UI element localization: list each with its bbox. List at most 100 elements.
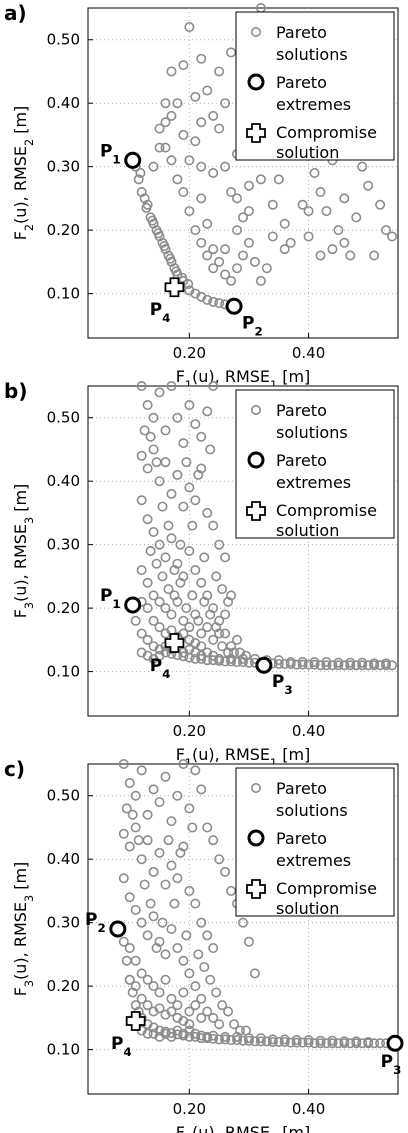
- data-point: [184, 545, 195, 556]
- data-point: [163, 584, 174, 595]
- data-point: [255, 275, 266, 286]
- data-point: [184, 885, 195, 896]
- x-tick-label: 0.20: [173, 1100, 206, 1118]
- data-point: [291, 659, 302, 670]
- data-point: [214, 123, 225, 134]
- data-point: [142, 809, 153, 820]
- data-point: [196, 237, 207, 248]
- legend: Pareto solutions Pareto extremes Compromises…: [235, 11, 395, 162]
- data-point: [172, 873, 183, 884]
- data-point: [381, 225, 392, 236]
- data-point: [141, 202, 152, 213]
- x-axis-label: F2(u), RMSE2 [m]: [176, 1123, 311, 1133]
- data-point: [178, 758, 189, 769]
- data-point: [124, 778, 135, 789]
- data-point: [166, 488, 177, 499]
- data-point: [154, 476, 165, 487]
- data-point: [190, 565, 201, 576]
- y-tick-label: 0.50: [47, 31, 80, 49]
- data-point: [145, 898, 156, 909]
- data-point: [142, 974, 153, 985]
- data-point: [154, 596, 165, 607]
- data-point: [214, 653, 225, 664]
- data-point: [214, 854, 225, 865]
- data-point: [196, 628, 207, 639]
- data-point: [124, 943, 135, 954]
- data-point: [124, 892, 135, 903]
- data-point: [226, 47, 237, 58]
- data-point: [315, 1035, 326, 1046]
- data-point: [196, 1030, 207, 1041]
- data-point: [249, 968, 260, 979]
- data-point: [154, 987, 165, 998]
- compromise-label: P4: [150, 656, 171, 681]
- data-point: [178, 129, 189, 140]
- data-point: [273, 658, 284, 669]
- data-point: [220, 1031, 231, 1042]
- data-point: [190, 765, 201, 776]
- data-point: [211, 987, 222, 998]
- data-point: [181, 930, 192, 941]
- x-tick-label: 0.40: [292, 1100, 325, 1118]
- y-axis-label: F2(u), RMSE2 [m]: [11, 106, 36, 241]
- data-point: [214, 298, 225, 309]
- legend-extremes-text-1: Pareto: [276, 73, 327, 92]
- data-point: [172, 790, 183, 801]
- data-point: [217, 584, 228, 595]
- data-point: [321, 660, 332, 671]
- data-point: [193, 949, 204, 960]
- data-point: [154, 539, 165, 550]
- data-point: [136, 628, 147, 639]
- data-point: [238, 212, 249, 223]
- data-point: [339, 660, 350, 671]
- legend-pareto-marker: [251, 404, 262, 415]
- data-point: [232, 263, 243, 274]
- data-point: [178, 438, 189, 449]
- data-point: [171, 266, 182, 277]
- compromise-point: [125, 1011, 146, 1031]
- legend-pareto-text-1: Pareto: [276, 23, 327, 42]
- data-point: [160, 552, 171, 563]
- x-axis-label: F1(u), RMSE1 [m]: [176, 367, 311, 392]
- data-point: [196, 784, 207, 795]
- data-point: [345, 657, 356, 668]
- data-point: [333, 1038, 344, 1049]
- x-tick-label: 0.20: [173, 344, 206, 362]
- legend-compromise-text-1: Compromise: [276, 123, 377, 142]
- data-point: [130, 615, 141, 626]
- extreme-point: [124, 596, 142, 614]
- data-point: [214, 539, 225, 550]
- data-point: [196, 993, 207, 1004]
- data-point: [369, 250, 380, 261]
- data-point: [154, 650, 165, 661]
- data-point: [136, 495, 147, 506]
- compromise-point: [164, 277, 185, 298]
- data-point: [172, 98, 183, 109]
- data-point: [243, 206, 254, 217]
- data-point: [261, 263, 272, 274]
- data-point: [202, 507, 213, 518]
- data-point: [154, 142, 165, 153]
- panel-label: c): [4, 757, 25, 781]
- data-point: [202, 406, 213, 417]
- data-point: [297, 199, 308, 210]
- data-point: [166, 110, 177, 121]
- data-point: [133, 835, 144, 846]
- data-point: [333, 225, 344, 236]
- data-point: [190, 1028, 201, 1039]
- data-point: [205, 444, 216, 455]
- data-point: [172, 1000, 183, 1011]
- legend-compromise-text-1: Compromise: [276, 501, 377, 520]
- data-point: [202, 930, 213, 941]
- data-point: [387, 660, 398, 671]
- data-point: [243, 237, 254, 248]
- legend-extremes-text-2: extremes: [276, 851, 351, 870]
- data-point: [291, 1035, 302, 1046]
- data-point: [208, 244, 219, 255]
- legend-compromise-text-2: solution: [276, 143, 339, 162]
- data-point: [172, 174, 183, 185]
- x-tick-label: 0.40: [292, 722, 325, 740]
- data-point: [223, 1006, 234, 1017]
- data-point: [136, 765, 147, 776]
- series-pareto-solutions: [118, 758, 392, 1049]
